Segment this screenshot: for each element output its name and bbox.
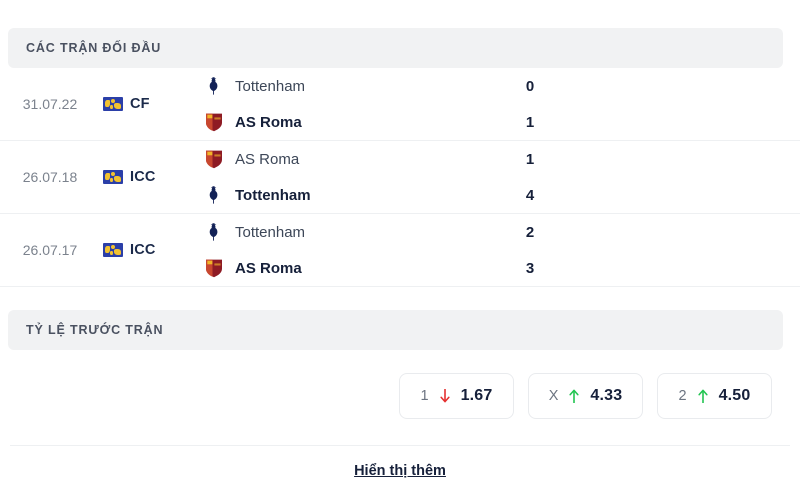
table-row[interactable]: 26.07.18 ICC AS Roma xyxy=(0,141,800,214)
odds-key: X xyxy=(548,388,559,404)
match-date: 26.07.17 xyxy=(22,242,78,258)
team-away: AS Roma xyxy=(203,104,800,140)
show-more-link[interactable]: Hiển thị thêm xyxy=(0,462,800,480)
world-map-flag-icon xyxy=(103,97,123,111)
tottenham-cockerel-crest xyxy=(203,222,225,242)
arrow-up-icon xyxy=(568,388,580,404)
team-away: Tottenham xyxy=(203,177,800,213)
section-header-head-to-head: CÁC TRẬN ĐỐI ĐẦU xyxy=(8,28,783,68)
competition-label: ICC xyxy=(130,169,156,185)
world-map-flag-icon xyxy=(103,170,123,184)
match-competition: ICC xyxy=(100,242,193,258)
match-teams: Tottenham AS Roma xyxy=(193,68,800,140)
score-home: 2 xyxy=(525,223,535,241)
odds-key: 2 xyxy=(678,388,687,404)
match-list: 31.07.22 CF Tottenham xyxy=(0,68,800,287)
odds-value: 4.50 xyxy=(718,387,751,404)
match-date: 26.07.18 xyxy=(22,169,78,185)
match-competition: ICC xyxy=(100,169,193,185)
competition-label: CF xyxy=(130,96,150,112)
team-home: AS Roma xyxy=(203,141,800,177)
competition-label: ICC xyxy=(130,242,156,258)
arrow-down-icon xyxy=(439,388,451,404)
footer-divider xyxy=(10,445,790,446)
match-date: 31.07.22 xyxy=(22,96,78,112)
score-home: 0 xyxy=(525,77,535,95)
tottenham-cockerel-crest xyxy=(203,76,225,96)
team-home: Tottenham xyxy=(203,68,800,104)
team-name: Tottenham xyxy=(235,223,306,241)
score-home: 1 xyxy=(525,150,535,168)
show-more-label[interactable]: Hiển thị thêm xyxy=(354,463,446,479)
as-roma-shield-crest xyxy=(203,149,225,169)
team-home: Tottenham xyxy=(203,214,800,250)
match-scores: 1 4 xyxy=(500,141,560,213)
team-name: AS Roma xyxy=(235,259,302,277)
team-name: Tottenham xyxy=(235,77,306,95)
world-map-flag-icon xyxy=(103,243,123,257)
tottenham-cockerel-crest xyxy=(203,185,225,205)
as-roma-shield-crest xyxy=(203,258,225,278)
match-scores: 2 3 xyxy=(500,214,560,286)
team-away: AS Roma xyxy=(203,250,800,286)
odds-box-home[interactable]: 1 1.67 xyxy=(399,373,514,419)
score-away: 3 xyxy=(525,259,535,277)
match-teams: AS Roma Tottenham xyxy=(193,141,800,213)
odds-box-draw[interactable]: X 4.33 xyxy=(528,373,643,419)
odds-box-away[interactable]: 2 4.50 xyxy=(657,373,772,419)
table-row[interactable]: 26.07.17 ICC Tottenham xyxy=(0,214,800,287)
team-name: AS Roma xyxy=(235,113,302,131)
odds-key: 1 xyxy=(420,388,429,404)
match-scores: 0 1 xyxy=(500,68,560,140)
score-away: 4 xyxy=(525,186,535,204)
arrow-up-icon xyxy=(697,388,709,404)
odds-value: 1.67 xyxy=(460,387,493,404)
team-name: Tottenham xyxy=(235,186,311,204)
section-header-pre-match-odds: TỶ LỆ TRƯỚC TRẬN xyxy=(8,310,783,350)
as-roma-shield-crest xyxy=(203,112,225,132)
score-away: 1 xyxy=(525,113,535,131)
odds-row: 1 1.67 X 4.33 2 xyxy=(0,372,800,420)
table-row[interactable]: 31.07.22 CF Tottenham xyxy=(0,68,800,141)
match-competition: CF xyxy=(100,96,193,112)
section-title-head-to-head: CÁC TRẬN ĐỐI ĐẦU xyxy=(26,41,162,55)
odds-value: 4.33 xyxy=(590,387,623,404)
section-title-pre-match-odds: TỶ LỆ TRƯỚC TRẬN xyxy=(26,323,164,337)
match-teams: Tottenham AS Roma xyxy=(193,214,800,286)
team-name: AS Roma xyxy=(235,150,300,168)
